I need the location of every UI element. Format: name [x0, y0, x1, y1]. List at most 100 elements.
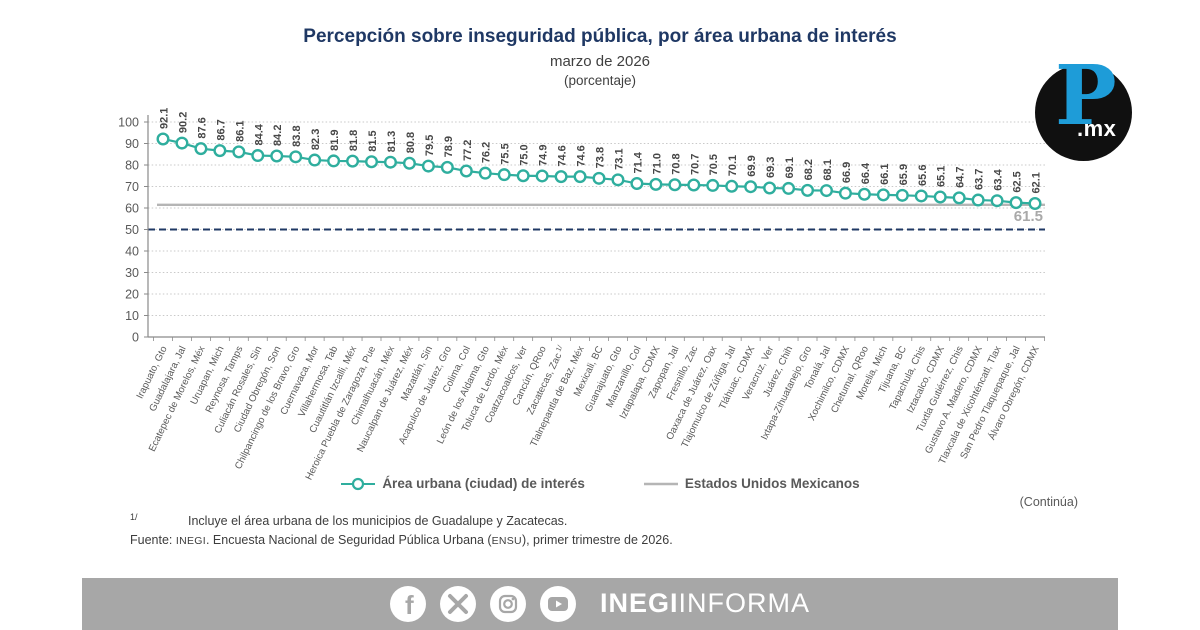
- value-label: 75.0: [519, 144, 531, 165]
- data-point-marker: [687, 178, 701, 192]
- legend-label-urban-area: Área urbana (ciudad) de interés: [382, 476, 585, 491]
- value-label: 74.6: [576, 145, 588, 166]
- pmx-logo: P .mx: [1035, 48, 1132, 161]
- y-axis-tick-label: 10: [125, 309, 139, 323]
- footer-bar: f INEGIINFORMA: [82, 578, 1118, 630]
- data-point-marker: [630, 176, 644, 190]
- series-marker-icon: [341, 477, 376, 490]
- pmx-logo-suffix: .mx: [1077, 116, 1117, 141]
- value-label: 65.9: [898, 164, 910, 185]
- chart-legend: Área urbana (ciudad) de interés Estados …: [0, 476, 1200, 491]
- value-label: 66.4: [860, 162, 872, 184]
- data-point-marker: [535, 169, 549, 183]
- data-point-marker: [289, 150, 303, 164]
- source-note: Fuente: INEGI. Encuesta Nacional de Segu…: [130, 533, 673, 547]
- value-label: 81.5: [367, 130, 379, 151]
- y-axis-tick-label: 90: [125, 137, 139, 151]
- value-label: 76.2: [481, 142, 493, 163]
- value-label: 92.1: [159, 108, 171, 129]
- inegi-informa-brand: INEGIINFORMA: [600, 588, 810, 619]
- data-point-marker: [175, 136, 189, 150]
- data-point-marker: [668, 178, 682, 192]
- data-point-marker: [990, 194, 1004, 208]
- data-point-marker: [308, 153, 322, 167]
- value-label: 65.1: [936, 166, 948, 187]
- value-label: 83.8: [291, 125, 303, 146]
- value-label: 66.9: [841, 162, 853, 183]
- svg-text:f: f: [405, 590, 414, 620]
- data-point-marker: [838, 186, 852, 200]
- national-line-icon: [643, 482, 678, 485]
- y-axis-tick-label: 80: [125, 159, 139, 173]
- data-point-marker: [725, 179, 739, 193]
- value-label: 75.5: [500, 143, 512, 164]
- value-label: 82.3: [310, 129, 322, 150]
- value-label: 68.2: [803, 159, 815, 180]
- instagram-icon[interactable]: [489, 586, 526, 622]
- value-label: 86.7: [215, 119, 227, 140]
- facebook-icon[interactable]: f: [389, 586, 426, 622]
- y-axis-tick-label: 70: [125, 180, 139, 194]
- brand-inegi: INEGI: [599, 587, 679, 618]
- legend-item-urban-area: Área urbana (ciudad) de interés: [340, 476, 585, 491]
- data-point-marker: [952, 191, 966, 205]
- data-point-marker: [402, 156, 416, 170]
- data-point-marker: [933, 190, 947, 204]
- value-label: 62.5: [1012, 171, 1024, 192]
- y-axis-tick-label: 40: [125, 245, 139, 259]
- value-label: 70.7: [689, 154, 701, 175]
- value-label: 74.9: [538, 145, 550, 166]
- value-label: 66.1: [879, 163, 891, 184]
- chart-unit-label: (porcentaje): [563, 73, 637, 88]
- chart-subtitle: marzo de 2026: [549, 53, 651, 70]
- y-axis-tick-label: 60: [125, 202, 139, 216]
- data-point-marker: [573, 170, 587, 184]
- value-label: 69.3: [765, 157, 777, 178]
- brand-informa: INFORMA: [678, 587, 810, 618]
- value-label: 63.4: [993, 168, 1005, 190]
- data-point-marker: [459, 164, 473, 178]
- value-label: 69.1: [784, 157, 796, 178]
- footnote-marker: 1/: [130, 512, 138, 522]
- source-ensu: ENSU: [491, 535, 522, 547]
- data-point-marker: [744, 180, 758, 194]
- insecurity-perception-line-chart: 61.5 0 10 20 30 40 50 60 70 80 90 100 92.1 90.2 87.6 86…: [118, 108, 1045, 480]
- youtube-icon[interactable]: [539, 586, 576, 622]
- data-point-marker: [801, 183, 815, 197]
- data-point-marker: [554, 170, 568, 184]
- legend-label-national: Estados Unidos Mexicanos: [684, 476, 860, 491]
- data-point-marker: [346, 154, 360, 168]
- value-label: 74.6: [557, 145, 569, 166]
- data-point-marker: [213, 144, 227, 158]
- source-mid: . Encuesta Nacional de Seguridad Pública…: [205, 533, 492, 547]
- value-label: 90.2: [177, 112, 189, 133]
- data-point-marker: [592, 171, 606, 185]
- y-axis-tick-label: 0: [132, 331, 139, 345]
- value-label: 65.6: [917, 165, 929, 186]
- page-title: Percepción sobre inseguridad pública, po…: [303, 26, 897, 47]
- data-point-marker: [611, 173, 625, 187]
- value-label: 70.1: [727, 155, 739, 176]
- data-point-marker: [497, 168, 511, 182]
- data-point-marker: [706, 178, 720, 192]
- data-point-marker: [876, 188, 890, 202]
- data-point-marker: [1028, 196, 1042, 210]
- value-label: 71.0: [651, 153, 663, 174]
- data-point-marker: [194, 142, 208, 156]
- data-point-marker: [421, 159, 435, 173]
- value-label: 70.8: [670, 153, 682, 174]
- national-value-label: 61.5: [1014, 208, 1043, 225]
- x-icon[interactable]: [439, 586, 476, 622]
- y-axis-tick-label: 20: [125, 288, 139, 302]
- continua-note: (Continúa): [1019, 495, 1078, 509]
- value-label: 80.8: [405, 132, 417, 153]
- header: Percepción sobre inseguridad pública, po…: [0, 26, 1200, 88]
- source-prefix: Fuente:: [130, 533, 176, 547]
- data-point-marker: [763, 181, 777, 195]
- data-point-marker: [782, 181, 796, 195]
- data-point-marker: [270, 149, 284, 163]
- value-label: 86.1: [234, 120, 246, 141]
- data-point-marker: [327, 154, 341, 168]
- data-point-marker: [383, 155, 397, 169]
